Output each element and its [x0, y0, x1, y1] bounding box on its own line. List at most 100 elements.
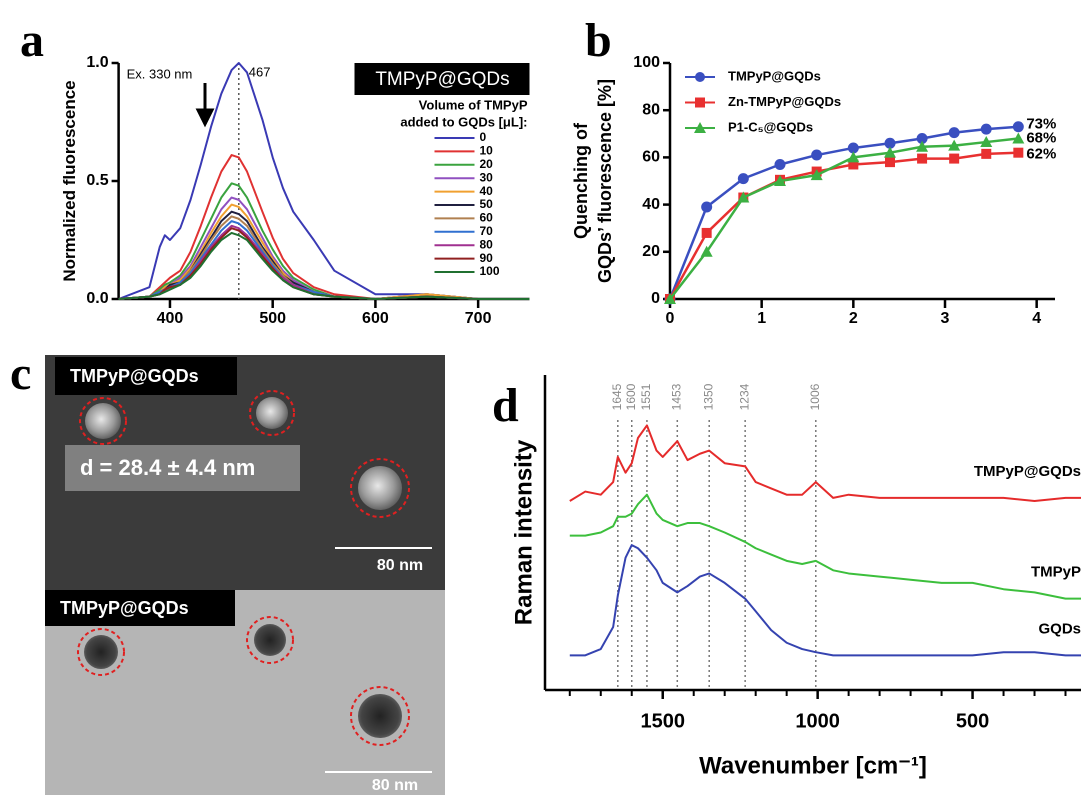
- series-line: [118, 220, 530, 300]
- x-tick-label: 3: [941, 310, 950, 327]
- point: [885, 157, 895, 168]
- peak-label: 1551: [639, 383, 653, 410]
- point: [847, 142, 859, 154]
- point: [949, 153, 960, 164]
- particle: [358, 466, 402, 510]
- series-line: [118, 62, 530, 300]
- x-axis-label: Wavenumber [cm⁻¹]: [699, 752, 927, 779]
- panel-label: a: [20, 14, 44, 67]
- size-annotation: d = 28.4 ± 4.4 nm: [80, 455, 255, 480]
- legend-marker: [694, 122, 706, 133]
- inset-box: [354, 63, 530, 95]
- point: [774, 175, 786, 186]
- series-label: TMPyP@GQDs: [974, 463, 1081, 480]
- legend-label: TMPyP@GQDs: [728, 68, 821, 83]
- y-axis-label: Quenching of: [571, 122, 591, 239]
- y-tick-label: 1.0: [86, 54, 108, 71]
- x-tick-label: 2: [849, 310, 858, 327]
- point: [980, 136, 993, 148]
- y-tick-label: 100: [633, 54, 660, 71]
- x-tick-label: 4: [1032, 310, 1041, 327]
- point: [1013, 147, 1024, 158]
- x-tick-label: 500: [956, 710, 989, 732]
- peak-label: 1600: [624, 383, 638, 410]
- series-line: [118, 231, 530, 300]
- series-line: [668, 151, 1019, 300]
- point: [811, 149, 823, 161]
- point: [701, 201, 713, 213]
- point: [884, 146, 896, 158]
- particle-outline: [246, 616, 294, 664]
- y-tick-label: 80: [642, 101, 660, 118]
- series-line: [668, 125, 1019, 300]
- annotation: Ex. 330 nm: [127, 66, 193, 81]
- particle-outline: [77, 628, 125, 676]
- legend-label: 0: [480, 130, 487, 144]
- y-axis-label: Normalized fluorescence: [60, 80, 79, 281]
- series-label: TMPyP: [1031, 564, 1081, 581]
- point: [916, 133, 928, 145]
- point: [1012, 132, 1025, 144]
- image-title-box: [45, 590, 235, 626]
- particle-outline: [79, 397, 127, 445]
- series-line: [118, 224, 530, 300]
- image-title-box: [55, 357, 237, 395]
- inset-label: TMPyP@GQDs: [375, 69, 509, 90]
- legend-label: 40: [480, 184, 494, 198]
- particle-outline: [249, 390, 295, 436]
- particle-outline: [350, 458, 410, 518]
- legend-marker: [695, 72, 705, 82]
- legend-label: 50: [480, 197, 494, 211]
- arrow: [195, 83, 215, 128]
- x-tick-label: 500: [259, 310, 286, 327]
- image-title: TMPyP@GQDs: [60, 598, 189, 618]
- legend-label: 70: [480, 224, 494, 238]
- legend-label: 10: [480, 144, 494, 158]
- y-tick-label: 0: [651, 290, 660, 307]
- peak-label: 467: [249, 64, 271, 79]
- y-tick-label: 20: [642, 243, 660, 260]
- peak-label: 1350: [701, 383, 715, 410]
- scale-bar-label: 80 nm: [372, 777, 418, 794]
- value-label: 68%: [1026, 129, 1056, 146]
- point: [980, 123, 992, 135]
- series-line: [569, 544, 1081, 657]
- panel-label: b: [585, 14, 612, 67]
- particle: [358, 694, 402, 738]
- y-axis-label: GQDs’ fluorescence [%]: [595, 79, 615, 283]
- particle: [254, 624, 286, 656]
- point: [916, 140, 929, 152]
- panel-label: c: [10, 347, 31, 400]
- peak-label: 1453: [669, 383, 683, 410]
- point: [948, 127, 960, 139]
- x-tick-label: 1000: [795, 710, 840, 732]
- legend-label: 100: [480, 264, 500, 278]
- point: [774, 158, 786, 170]
- series-line: [118, 154, 530, 300]
- peak-label: 1234: [737, 383, 751, 410]
- legend-label: 80: [480, 237, 494, 251]
- legend-title: Volume of TMPyP: [419, 97, 528, 112]
- value-label: 62%: [1026, 146, 1056, 163]
- panel-label: d: [492, 379, 519, 432]
- point: [700, 245, 713, 257]
- y-axis-label: Raman intensity: [510, 439, 537, 625]
- x-tick-label: 600: [362, 310, 389, 327]
- legend-label: 20: [480, 157, 494, 171]
- point: [948, 139, 961, 151]
- image-title: TMPyP@GQDs: [70, 366, 199, 386]
- y-tick-label: 40: [642, 196, 660, 213]
- y-tick-label: 60: [642, 149, 660, 166]
- point: [917, 153, 928, 164]
- series-line: [569, 493, 1081, 600]
- annotation-box: [65, 445, 300, 491]
- series-line: [569, 424, 1081, 502]
- particle: [85, 403, 121, 439]
- legend-title: added to GQDs [μL]:: [400, 114, 527, 129]
- legend-label: 90: [480, 251, 494, 265]
- peak-label: 1006: [808, 383, 822, 410]
- point: [701, 227, 712, 238]
- legend-marker: [695, 97, 705, 108]
- point: [1012, 121, 1024, 133]
